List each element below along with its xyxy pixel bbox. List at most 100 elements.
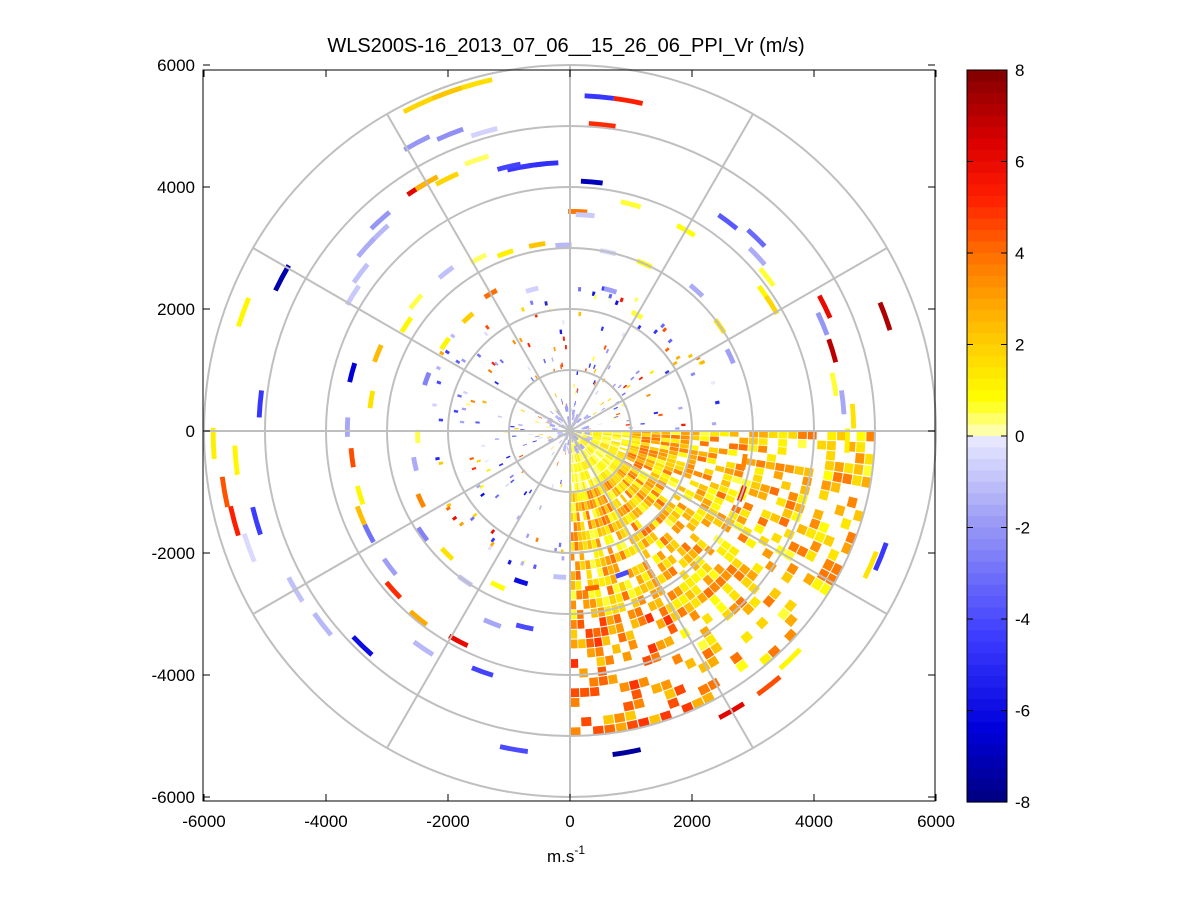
range-gate-cell <box>701 647 715 660</box>
range-gate-cell <box>570 541 575 551</box>
range-gate-cell <box>576 417 582 424</box>
colorbar-swatch <box>967 355 1007 368</box>
colorbar-swatch <box>967 470 1007 483</box>
range-gate-cell <box>594 518 600 528</box>
range-gate-cell <box>670 434 680 440</box>
range-gate-cell <box>562 320 565 325</box>
range-gate-cell <box>638 472 648 481</box>
range-gate-cell <box>612 432 622 435</box>
range-gate-cell <box>649 531 659 542</box>
range-gate-cell <box>612 583 621 594</box>
velocity-segment <box>482 617 502 629</box>
range-gate-cell <box>822 470 834 481</box>
range-gate-cell <box>679 581 690 593</box>
range-gate-cell <box>653 411 659 415</box>
range-gate-cell <box>570 727 581 737</box>
range-gate-cell <box>633 494 643 504</box>
range-gate-cell <box>755 616 769 630</box>
range-gate-cell <box>643 498 653 508</box>
range-gate-cell <box>641 436 651 440</box>
range-gate-cell <box>576 472 580 482</box>
range-gate-cell <box>583 414 590 421</box>
range-gate-cell <box>582 461 587 470</box>
range-gate-cell <box>557 431 563 435</box>
y-tick-label: -6000 <box>152 788 195 807</box>
range-gate-cell <box>655 498 666 508</box>
range-gate-cell <box>656 458 666 465</box>
velocity-segment <box>250 506 263 536</box>
range-gate-cell <box>640 486 650 495</box>
range-gate-cell <box>751 562 764 575</box>
range-gate-cell <box>606 502 614 513</box>
range-gate-cell <box>666 457 677 464</box>
range-gate-cell <box>605 348 610 354</box>
range-gate-cell <box>651 437 661 442</box>
range-gate-cell <box>628 511 637 521</box>
range-gate-cell <box>482 400 487 404</box>
velocity-segment <box>513 577 529 587</box>
range-gate-cell <box>612 563 621 574</box>
range-gate-cell <box>724 467 735 476</box>
range-gate-cell <box>674 464 685 472</box>
radial-spoke <box>252 247 571 432</box>
range-gate-cell <box>746 569 759 582</box>
range-gate-cell <box>697 683 711 696</box>
velocity-segment <box>384 580 403 600</box>
range-gate-cell <box>729 651 743 665</box>
colorbar-swatch <box>967 790 1007 803</box>
range-gate-cell <box>679 443 690 449</box>
range-gate-cell <box>494 438 500 441</box>
range-gate-cell <box>507 559 512 565</box>
velocity-segment <box>584 584 600 592</box>
range-gate-cell <box>560 479 562 485</box>
range-gate-cell <box>658 605 669 617</box>
range-gate-cell <box>532 564 537 570</box>
range-gate-cell <box>676 546 687 557</box>
range-gate-cell <box>602 433 612 436</box>
velocity-segment <box>747 246 767 267</box>
range-gate-cell <box>673 585 684 597</box>
range-gate-cell <box>604 455 613 463</box>
range-gate-cell <box>634 506 644 516</box>
velocity-segment <box>347 362 358 383</box>
colorbar-swatch <box>967 390 1007 403</box>
range-gate-cell <box>578 311 582 317</box>
range-gate-cell <box>700 436 710 442</box>
range-gate-cell <box>700 518 712 528</box>
range-gate-cell <box>576 370 579 375</box>
range-gate-cell <box>794 465 805 476</box>
range-gate-cell <box>567 439 570 446</box>
range-gate-cell <box>601 458 610 466</box>
range-gate-cell <box>824 460 835 471</box>
velocity-segment <box>437 265 455 280</box>
range-gate-cell <box>527 366 531 371</box>
range-gate-cell <box>550 446 555 450</box>
range-gate-cell <box>856 431 866 442</box>
range-gate-cell <box>623 548 632 559</box>
range-gate-cell <box>559 439 563 444</box>
velocity-segment <box>422 371 432 386</box>
range-gate-cell <box>576 512 581 522</box>
range-gate-cell <box>655 639 667 651</box>
range-gate-cell <box>578 482 582 492</box>
range-gate-cell <box>601 515 608 526</box>
range-gate-cell <box>748 596 762 609</box>
range-gate-cell <box>650 682 663 695</box>
range-gate-cell <box>639 583 649 594</box>
range-gate-cell <box>607 564 615 575</box>
range-gate-cell <box>556 461 559 466</box>
velocity-segment <box>402 96 434 114</box>
velocity-segment <box>434 171 460 187</box>
colorbar-swatch <box>967 447 1007 460</box>
colorbar-swatch <box>967 92 1007 105</box>
range-gate-cell <box>573 402 575 408</box>
range-gate-cell <box>714 465 725 473</box>
range-gate-cell <box>438 461 444 466</box>
range-gate-cell <box>700 431 710 436</box>
velocity-segment <box>724 348 736 365</box>
range-gate-cell <box>822 558 835 572</box>
velocity-segment <box>408 609 429 627</box>
range-gate-cell <box>573 473 576 483</box>
range-gate-cell <box>669 446 679 452</box>
range-gate-cell <box>453 409 459 413</box>
